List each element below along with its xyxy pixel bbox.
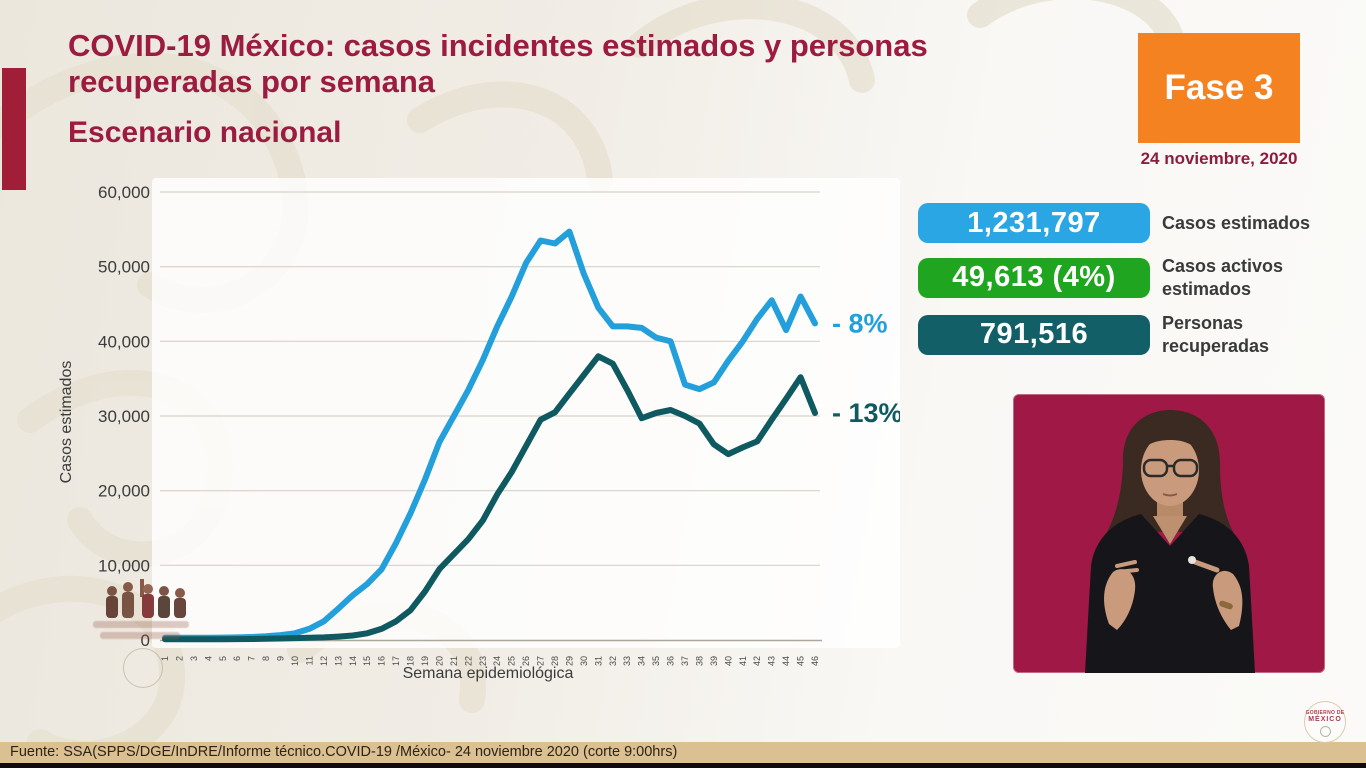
x-tick-label: 41 xyxy=(738,656,748,666)
x-tick-label: 44 xyxy=(781,656,791,666)
x-tick-label: 29 xyxy=(564,656,574,666)
x-tick-label: 38 xyxy=(694,656,704,666)
watermark-text-line xyxy=(93,621,189,628)
annotation-casos-estimados: - 8% xyxy=(832,308,888,338)
x-tick-label: 6 xyxy=(232,656,242,661)
stat-row-casos-activos: 49,613 (4%) Casos activos estimados xyxy=(918,255,1358,300)
stat-value-casos-estimados: 1,231,797 xyxy=(918,203,1150,243)
x-tick-label: 18 xyxy=(406,656,416,666)
x-tick-label: 4 xyxy=(203,656,213,661)
left-accent-bar xyxy=(2,68,26,190)
report-date: 24 noviembre, 2020 xyxy=(1140,149,1298,168)
y-tick-label: 20,000 xyxy=(98,482,150,501)
footer-source-bar: Fuente: SSA(SPPS/DGE/InDRE/Informe técni… xyxy=(0,742,1366,763)
x-tick-label: 37 xyxy=(680,656,690,666)
watermark-text-line xyxy=(100,632,180,639)
bottom-strip xyxy=(0,763,1366,768)
seal-text-line1: GOBIERNO DE xyxy=(1305,710,1345,716)
x-tick-label: 11 xyxy=(304,656,314,665)
x-tick-label: 40 xyxy=(723,656,733,666)
stat-value-personas-recuperadas: 791,516 xyxy=(918,314,1150,355)
chart-casos-incidentes: 0 10,000 20,000 30,000 40,000 50,000 60,000 1 2 3… xyxy=(0,160,900,700)
x-tick-label: 24 xyxy=(492,656,502,666)
x-tick-label: 36 xyxy=(666,656,676,666)
x-tick-label: 2 xyxy=(174,656,184,661)
x-tick-label: 23 xyxy=(478,656,488,666)
x-tick-label: 8 xyxy=(261,656,271,661)
phase-badge: Fase 3 xyxy=(1138,33,1300,143)
seal-text-line2: MÉXICO xyxy=(1308,716,1342,723)
stat-label-personas-recuperadas: Personas recuperadas xyxy=(1162,313,1270,356)
x-tick-label: 34 xyxy=(637,656,647,666)
x-tick-label: 7 xyxy=(247,656,257,661)
x-tick-label: 17 xyxy=(391,656,401,666)
x-tick-label: 22 xyxy=(463,656,473,666)
y-tick-label: 60,000 xyxy=(98,183,150,202)
page-title: COVID-19 México: casos incidentes estima… xyxy=(68,28,928,99)
stat-value-casos-activos: 49,613 (4%) xyxy=(918,257,1150,298)
x-tick-label: 14 xyxy=(348,656,358,666)
x-tick-label: 1 xyxy=(160,656,170,661)
x-tick-label: 32 xyxy=(608,656,618,666)
stat-row-casos-estimados: 1,231,797 Casos estimados xyxy=(918,203,1358,243)
x-tick-label: 25 xyxy=(507,656,517,666)
x-tick-label: 27 xyxy=(536,656,546,666)
page-subtitle: Escenario nacional xyxy=(68,116,342,149)
x-tick-label: 35 xyxy=(651,656,661,666)
stats-panel: 1,231,797 Casos estimados 49,613 (4%) Ca… xyxy=(918,203,1358,369)
plot-area xyxy=(152,178,900,648)
x-tick-label: 5 xyxy=(218,656,228,661)
gobierno-watermark xyxy=(90,575,230,705)
watermark-seal-circle xyxy=(123,648,163,688)
x-tick-label: 42 xyxy=(752,656,762,666)
source-text: Fuente: SSA(SPPS/DGE/InDRE/Informe técni… xyxy=(10,744,678,760)
x-tick-label: 13 xyxy=(333,656,343,666)
x-tick-label: 9 xyxy=(276,656,286,661)
series-line-personas-recuperadas xyxy=(162,353,818,643)
seal-emblem xyxy=(1319,726,1331,738)
x-tick-label: 39 xyxy=(709,656,719,666)
y-tick-label: 50,000 xyxy=(98,258,150,277)
x-tick-label: 28 xyxy=(550,656,560,666)
y-tick-label: 10,000 xyxy=(98,556,150,575)
x-tick-label: 46 xyxy=(810,656,820,666)
stat-label-casos-activos: Casos activos estimados xyxy=(1162,256,1284,299)
x-tick-label: 19 xyxy=(420,656,430,666)
sign-language-interpreter-video xyxy=(1013,394,1325,673)
x-tick-label: 26 xyxy=(521,656,531,666)
x-tick-label: 31 xyxy=(593,656,603,666)
x-axis-title: Semana epidemiológica xyxy=(402,665,574,682)
y-axis-title: Casos estimados xyxy=(58,360,75,484)
x-tick-label: 16 xyxy=(377,656,387,666)
x-tick-label: 30 xyxy=(579,656,589,666)
stat-label-casos-estimados: Casos estimados xyxy=(1162,212,1311,233)
x-tick-label: 20 xyxy=(434,656,444,666)
gobierno-de-mexico-seal: GOBIERNO DE MÉXICO xyxy=(1304,701,1346,743)
x-tick-label: 12 xyxy=(319,656,329,666)
y-tick-label: 40,000 xyxy=(98,332,150,351)
x-tick-label: 3 xyxy=(189,656,199,661)
x-tick-label: 21 xyxy=(449,656,459,666)
annotation-personas-recuperadas: - 13% xyxy=(832,398,900,428)
x-tick-label: 33 xyxy=(622,656,632,666)
y-tick-label: 30,000 xyxy=(98,407,150,426)
x-tick-label: 43 xyxy=(767,656,777,666)
x-tick-label: 45 xyxy=(796,656,806,666)
stat-row-personas-recuperadas: 791,516 Personas recuperadas xyxy=(918,312,1358,357)
interpreter-illustration xyxy=(1085,410,1255,673)
x-tick-label: 15 xyxy=(362,656,372,666)
y-tick-label: 0 xyxy=(141,631,150,650)
watermark-figures xyxy=(106,579,186,618)
x-tick-label: 10 xyxy=(290,656,300,666)
